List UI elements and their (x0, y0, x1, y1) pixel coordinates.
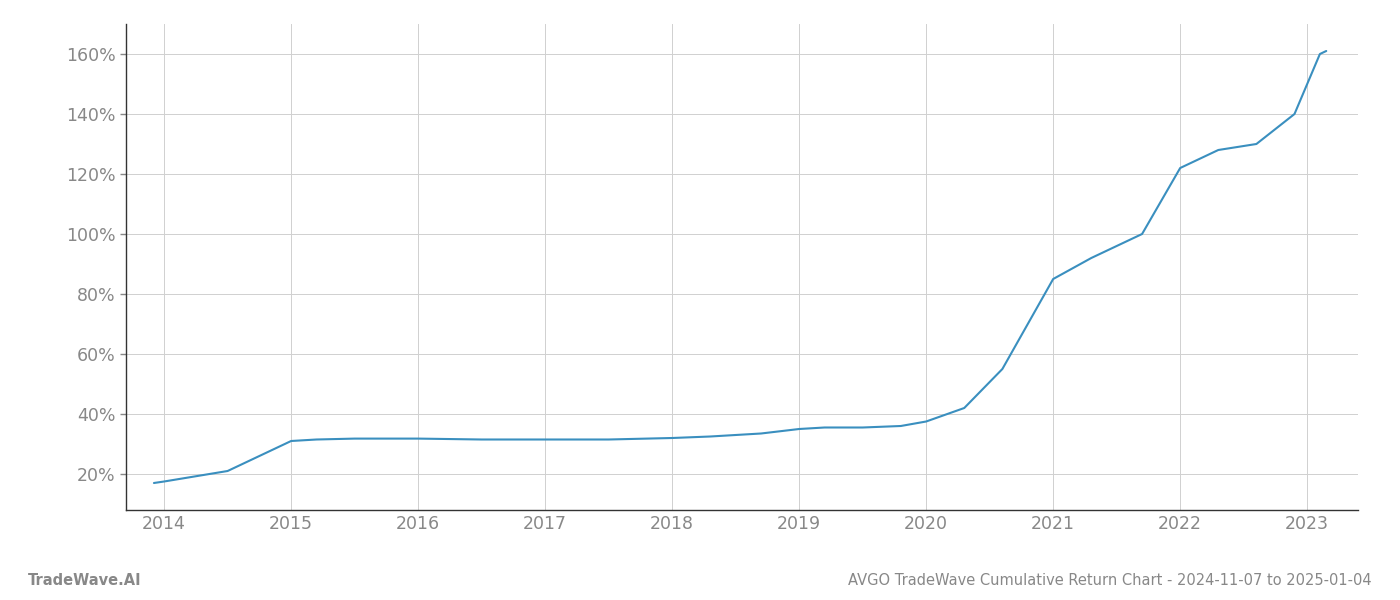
Text: TradeWave.AI: TradeWave.AI (28, 573, 141, 588)
Text: AVGO TradeWave Cumulative Return Chart - 2024-11-07 to 2025-01-04: AVGO TradeWave Cumulative Return Chart -… (848, 573, 1372, 588)
